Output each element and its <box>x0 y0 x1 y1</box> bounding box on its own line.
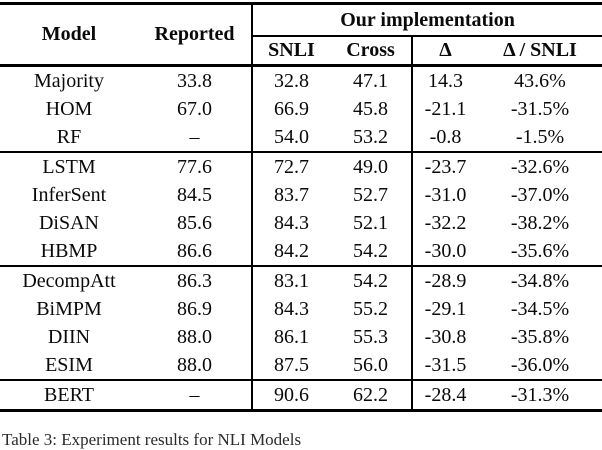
cell-snli: 54.0 <box>251 123 330 152</box>
cell-delta-over-snli: -34.8% <box>478 265 602 295</box>
header-delta-over-snli: Δ / SNLI <box>478 36 602 67</box>
cell-delta-over-snli: -34.5% <box>510 297 570 320</box>
cell-delta-over-snli: -37.0% <box>510 183 570 206</box>
cell-snli: 72.7 <box>251 151 330 181</box>
cell-cross: 56.0 <box>353 353 388 376</box>
cell-cross: 45.8 <box>353 97 388 120</box>
cell-model: HOM <box>45 97 93 120</box>
cell-snli: 32.8 <box>251 65 330 95</box>
table-row: Majority 33.8 32.8 47.1 14.3 43.6% <box>0 65 602 95</box>
cell-delta: -30.8 <box>411 323 478 351</box>
cell-cross: 53.2 <box>353 125 388 148</box>
cell-reported: 77.6 <box>138 151 252 181</box>
cell-model: BERT <box>0 379 138 411</box>
table-row: InferSent 84.5 83.7 52.7 -31.0 -37.0% <box>0 181 602 209</box>
cell-reported: 88.0 <box>177 325 212 348</box>
table-row: ESIM 88.0 87.5 56.0 -31.5 -36.0% <box>0 351 602 380</box>
cell-delta: -29.1 <box>411 295 478 323</box>
cell-delta: -30.0 <box>411 237 478 266</box>
cell-snli: 84.2 <box>251 237 330 266</box>
cell-delta: -0.8 <box>411 123 478 152</box>
cell-reported: 86.6 <box>177 239 212 262</box>
cell-delta-over-snli: -35.8% <box>510 325 570 348</box>
table-row: LSTM 77.6 72.7 49.0 -23.7 -32.6% <box>0 151 602 181</box>
table-row: BiMPM 86.9 84.3 55.2 -29.1 -34.5% <box>0 295 602 323</box>
header-model: Model <box>0 3 138 67</box>
cell-snli: 83.1 <box>251 265 330 295</box>
cell-delta-over-snli: -35.6% <box>510 239 570 262</box>
cell-cross: 54.2 <box>330 265 412 295</box>
cell-delta: 14.3 <box>411 65 478 95</box>
cell-cross: 54.2 <box>353 239 388 262</box>
cell-delta-over-snli: -31.3% <box>478 379 602 411</box>
cell-cross: 55.2 <box>353 297 388 320</box>
cell-model: InferSent <box>31 183 107 206</box>
cell-model: LSTM <box>0 151 138 181</box>
cell-model: BiMPM <box>36 297 102 320</box>
cell-delta: -23.7 <box>411 151 478 181</box>
header-reported: Reported <box>138 3 252 67</box>
cell-delta-over-snli: -1.5% <box>515 125 565 148</box>
cell-snli: 66.9 <box>251 95 330 123</box>
cell-cross: 55.3 <box>353 325 388 348</box>
cell-delta: -28.4 <box>411 379 478 411</box>
table-caption: Table 3: Experiment results for NLI Mode… <box>2 430 302 449</box>
cell-delta: -31.0 <box>411 181 478 209</box>
cell-cross: 47.1 <box>353 69 388 92</box>
cell-model: DecompAtt <box>0 265 138 295</box>
cell-cross: 62.2 <box>330 379 412 411</box>
table-header: Model Reported Our implementation SNLI C… <box>0 3 602 67</box>
table-row: DIIN 88.0 86.1 55.3 -30.8 -35.8% <box>0 323 602 351</box>
table-row: RF – 54.0 53.2 -0.8 -1.5% <box>0 123 602 152</box>
table-row: HBMP 86.6 84.2 54.2 -30.0 -35.6% <box>0 237 602 266</box>
cell-snli: 83.7 <box>251 181 330 209</box>
cell-delta: -28.9 <box>411 265 478 295</box>
cell-delta-over-snli: -36.0% <box>510 353 570 376</box>
cell-model: DiSAN <box>38 211 99 234</box>
cell-reported: 67.0 <box>177 97 212 120</box>
table-row: HOM 67.0 66.9 45.8 -21.1 -31.5% <box>0 95 602 123</box>
table-body: Majority 33.8 32.8 47.1 14.3 43.6% HOM 6… <box>0 65 602 411</box>
header-delta: Δ <box>411 36 478 67</box>
cell-reported: 33.8 <box>177 69 212 92</box>
cell-reported: – <box>189 125 200 148</box>
table-row: BERT – 90.6 62.2 -28.4 -31.3% <box>0 379 602 411</box>
cell-delta: -31.5 <box>411 351 478 380</box>
cell-delta-over-snli: -31.5% <box>510 97 570 120</box>
cell-model: ESIM <box>45 353 93 376</box>
cell-snli: 86.1 <box>251 323 330 351</box>
cell-model: HBMP <box>40 239 98 262</box>
cell-cross: 49.0 <box>330 151 412 181</box>
cell-delta-over-snli: -32.6% <box>478 151 602 181</box>
cell-delta: -32.2 <box>411 209 478 237</box>
cell-model: DIIN <box>47 325 91 348</box>
cell-reported: – <box>138 379 252 411</box>
cell-reported: 84.5 <box>177 183 212 206</box>
cell-reported: 85.6 <box>177 211 212 234</box>
cell-delta: -21.1 <box>411 95 478 123</box>
cell-model: Majority <box>34 69 104 92</box>
cell-delta-over-snli: 43.6% <box>514 69 566 92</box>
cell-cross: 52.7 <box>353 183 388 206</box>
cell-snli: 90.6 <box>251 379 330 411</box>
table-row: DiSAN 85.6 84.3 52.1 -32.2 -38.2% <box>0 209 602 237</box>
cell-delta-over-snli: -38.2% <box>510 211 570 234</box>
results-table: Model Reported Our implementation SNLI C… <box>0 2 602 412</box>
header-cross: Cross <box>330 36 412 67</box>
cell-reported: 86.3 <box>138 265 252 295</box>
cell-model: RF <box>56 125 82 148</box>
cell-reported: 86.9 <box>177 297 212 320</box>
cell-reported: 88.0 <box>177 353 212 376</box>
cell-snli: 87.5 <box>251 351 330 380</box>
cell-snli: 84.3 <box>251 209 330 237</box>
header-snli: SNLI <box>251 36 330 67</box>
header-our-implementation: Our implementation <box>250 3 602 37</box>
table-row: DecompAtt 86.3 83.1 54.2 -28.9 -34.8% <box>0 265 602 295</box>
cell-cross: 52.1 <box>353 211 388 234</box>
cell-snli: 84.3 <box>251 295 330 323</box>
